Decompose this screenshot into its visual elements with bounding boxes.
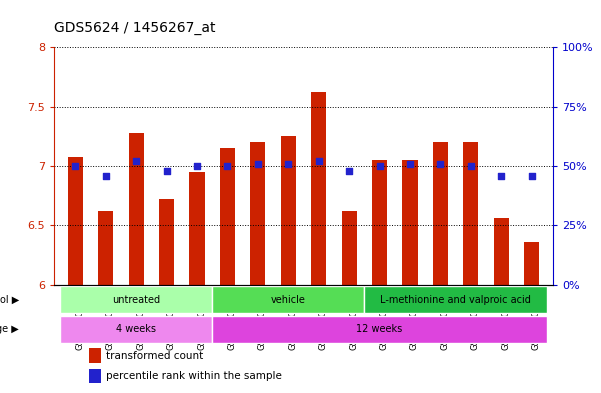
Point bbox=[344, 168, 354, 174]
Point bbox=[253, 160, 263, 167]
Point bbox=[101, 173, 111, 179]
Bar bbox=[220, 148, 235, 285]
Bar bbox=[250, 142, 266, 285]
Point bbox=[496, 173, 506, 179]
Text: percentile rank within the sample: percentile rank within the sample bbox=[106, 371, 282, 381]
Text: age ▶: age ▶ bbox=[0, 325, 19, 334]
Text: untreated: untreated bbox=[112, 295, 160, 305]
Point bbox=[527, 173, 537, 179]
FancyBboxPatch shape bbox=[212, 316, 547, 343]
Text: GDS5624 / 1456267_at: GDS5624 / 1456267_at bbox=[54, 21, 216, 35]
Point bbox=[70, 163, 80, 169]
Bar bbox=[281, 136, 296, 285]
Point bbox=[314, 158, 323, 164]
Text: vehicle: vehicle bbox=[271, 295, 306, 305]
Bar bbox=[89, 369, 102, 383]
Point bbox=[162, 168, 171, 174]
FancyBboxPatch shape bbox=[212, 286, 364, 313]
Bar bbox=[433, 142, 448, 285]
Bar bbox=[311, 92, 326, 285]
Bar bbox=[159, 199, 174, 285]
Point bbox=[132, 158, 141, 164]
Bar bbox=[402, 160, 418, 285]
Text: protocol ▶: protocol ▶ bbox=[0, 295, 19, 305]
Point bbox=[284, 160, 293, 167]
Point bbox=[405, 160, 415, 167]
Point bbox=[375, 163, 385, 169]
Text: transformed count: transformed count bbox=[106, 351, 204, 361]
Bar bbox=[493, 218, 509, 285]
Point bbox=[192, 163, 202, 169]
Bar bbox=[89, 348, 102, 363]
FancyBboxPatch shape bbox=[60, 316, 212, 343]
Point bbox=[436, 160, 445, 167]
Point bbox=[466, 163, 475, 169]
Bar bbox=[189, 172, 205, 285]
Bar bbox=[341, 211, 357, 285]
Bar bbox=[68, 156, 83, 285]
Bar bbox=[129, 133, 144, 285]
Text: 4 weeks: 4 weeks bbox=[116, 325, 156, 334]
Text: 12 weeks: 12 weeks bbox=[356, 325, 403, 334]
Bar bbox=[372, 160, 387, 285]
Point bbox=[222, 163, 232, 169]
Bar bbox=[524, 242, 539, 285]
Bar bbox=[98, 211, 114, 285]
FancyBboxPatch shape bbox=[60, 286, 212, 313]
Bar bbox=[463, 142, 478, 285]
Text: L-methionine and valproic acid: L-methionine and valproic acid bbox=[380, 295, 531, 305]
FancyBboxPatch shape bbox=[364, 286, 547, 313]
